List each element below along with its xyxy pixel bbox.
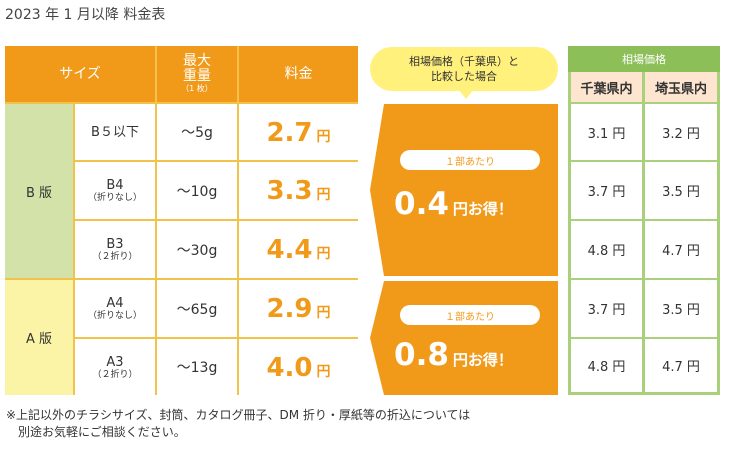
footnote: ※上記以外のチラシサイズ、封筒、カタログ冊子、DM 折り・厚紙等の折込については… <box>6 407 470 441</box>
size-note: （２折り） <box>92 369 138 380</box>
header-price-label: 料金 <box>284 65 313 82</box>
price-value: 4.0 <box>266 353 313 383</box>
savings-amount: 0.4 <box>394 186 449 222</box>
market-price-table: 相場価格 千葉県内 埼玉県内 3.1 円 3.2 円 3.7 円 3.5 円 4… <box>568 46 720 395</box>
row-size: A4 （折りなし） <box>75 280 155 337</box>
comparison-bubble: 相場価格（千葉県）と 比較した場合 <box>370 47 558 91</box>
header-weight-note: （1 枚） <box>181 84 213 93</box>
market-col-saitama: 埼玉県内 <box>645 72 717 102</box>
weight-value: ～10g <box>176 183 218 200</box>
row-size: A3 （２折り） <box>75 339 155 395</box>
price-unit: 円 <box>316 305 331 321</box>
bubble-tail <box>459 90 473 99</box>
market-saitama-cell: 3.5 円 <box>645 162 717 219</box>
savings-suffix: 円お得！ <box>452 351 513 369</box>
market-saitama-cell: 3.5 円 <box>645 280 717 337</box>
size-note: （折りなし） <box>87 193 142 203</box>
row-weight: ～65g <box>157 280 237 337</box>
market-saitama-cell: 4.7 円 <box>645 221 717 278</box>
weight-value: ～30g <box>176 242 218 259</box>
footnote-line1: ※上記以外のチラシサイズ、封筒、カタログ冊子、DM 折り・厚紙等の折込については <box>6 408 471 422</box>
savings-arrow-b: １部あたり 0.4 円お得！ <box>370 104 558 276</box>
bubble-line2: 比較した場合 <box>431 70 497 83</box>
size-label: A3 <box>106 354 124 370</box>
row-weight: ～5g <box>157 104 237 160</box>
row-price: 4.0 円 <box>239 339 358 395</box>
market-chiba-cell: 3.7 円 <box>571 280 642 337</box>
group-a-label: A 版 <box>25 332 53 347</box>
size-label: B５以下 <box>91 124 139 140</box>
size-note: （折りなし） <box>87 311 142 321</box>
market-col-chiba: 千葉県内 <box>571 72 642 102</box>
row-weight: ～13g <box>157 339 237 395</box>
price-unit: 円 <box>316 187 331 203</box>
weight-value: ～5g <box>181 125 213 141</box>
market-chiba-cell: 3.7 円 <box>571 162 642 219</box>
row-size: B3 （２折り） <box>75 221 155 278</box>
savings-arrow-a: １部あたり 0.8 円お得！ <box>370 281 558 395</box>
row-weight: ～10g <box>157 162 237 219</box>
price-value: 4.4 <box>266 235 313 265</box>
size-label: B4 <box>106 178 124 193</box>
savings-label: １部あたり <box>400 305 540 325</box>
row-price: 2.9 円 <box>239 280 358 337</box>
header-size: サイズ <box>5 46 155 102</box>
savings-label: １部あたり <box>400 150 540 170</box>
market-chiba-cell: 4.8 円 <box>571 221 642 278</box>
row-size: B５以下 <box>75 104 155 160</box>
header-weight: 最大 重量 （1 枚） <box>157 46 237 102</box>
row-weight: ～30g <box>157 221 237 278</box>
bubble-line1: 相場価格（千葉県）と <box>409 55 519 68</box>
header-weight-line2: 重量 <box>183 68 211 84</box>
row-size: B4 （折りなし） <box>75 162 155 219</box>
savings-suffix: 円お得！ <box>452 200 513 218</box>
size-note: （２折り） <box>92 252 138 262</box>
price-unit: 円 <box>316 129 331 145</box>
price-value: 2.9 <box>266 294 313 324</box>
savings-value: 0.4 円お得！ <box>394 186 513 222</box>
header-size-label: サイズ <box>59 65 101 82</box>
size-label: B3 <box>106 237 124 252</box>
row-price: 2.7 円 <box>239 104 358 160</box>
price-unit: 円 <box>316 364 331 380</box>
group-b: B 版 <box>5 104 73 278</box>
header-price: 料金 <box>239 46 358 102</box>
weight-value: ～65g <box>176 301 218 318</box>
header-weight-line1: 最大 <box>183 53 211 69</box>
price-value: 3.3 <box>266 176 313 206</box>
market-chiba-cell: 3.1 円 <box>571 104 642 160</box>
group-b-label: B 版 <box>25 185 53 201</box>
group-a: A 版 <box>5 280 73 395</box>
price-table: サイズ 最大 重量 （1 枚） 料金 B 版 A 版 B５以下 ～5g 2.7 円… <box>5 46 358 395</box>
footnote-line2: 別途お気軽にご相談ください。 <box>6 425 186 439</box>
price-unit: 円 <box>316 246 331 262</box>
market-title: 相場価格 <box>568 46 720 72</box>
size-label: A4 <box>106 296 124 311</box>
market-saitama-cell: 4.7 円 <box>645 339 717 392</box>
savings-value: 0.8 円お得！ <box>394 337 513 373</box>
price-value: 2.7 <box>266 118 313 148</box>
market-chiba-cell: 4.8 円 <box>571 339 642 392</box>
market-saitama-cell: 3.2 円 <box>645 104 717 160</box>
page-title: 2023 年 1 月以降 料金表 <box>5 7 166 23</box>
row-price: 3.3 円 <box>239 162 358 219</box>
weight-value: ～13g <box>176 360 218 376</box>
row-price: 4.4 円 <box>239 221 358 278</box>
savings-amount: 0.8 <box>394 337 449 373</box>
